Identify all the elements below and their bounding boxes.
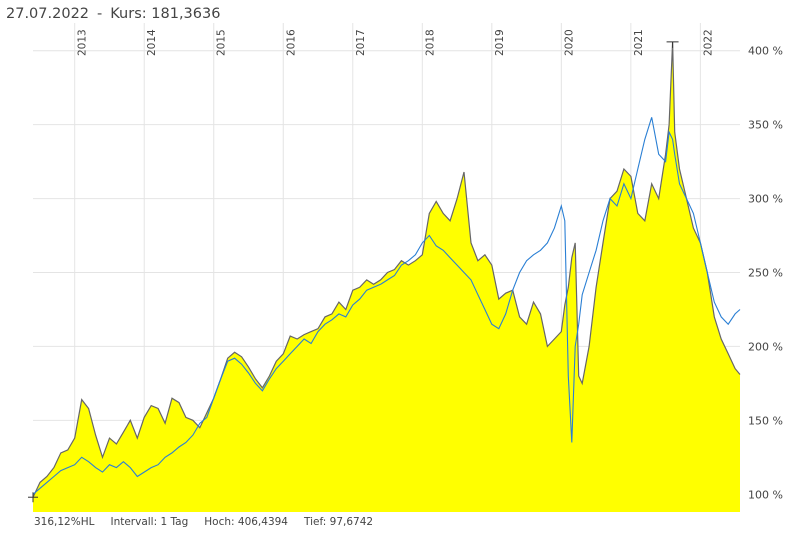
quote-date: 27.07.2022 xyxy=(6,6,90,22)
area-series-fill xyxy=(33,41,740,513)
footer-low: Tief: 97,6742 xyxy=(304,516,374,528)
x-tick-label: 2016 xyxy=(285,29,297,56)
x-tick-label: 2020 xyxy=(563,29,575,56)
quote-value: 181,3636 xyxy=(151,6,221,22)
x-tick-label: 2013 xyxy=(77,29,89,56)
footer-interval: Intervall: 1 Tag xyxy=(110,516,189,528)
y-tick-label: 150 % xyxy=(748,414,783,427)
x-tick-label: 2022 xyxy=(702,29,714,56)
y-tick-label: 250 % xyxy=(748,267,783,280)
quote-label: Kurs: xyxy=(110,6,147,22)
y-tick-label: 300 % xyxy=(748,193,783,206)
y-tick-label: 400 % xyxy=(748,45,783,58)
x-tick-label: 2019 xyxy=(494,29,506,56)
x-tick-label: 2014 xyxy=(146,29,158,56)
y-tick-label: 200 % xyxy=(748,340,783,353)
chart-footer: 316,12%HL Intervall: 1 Tag Hoch: 406,4394 T… xyxy=(34,516,389,528)
chart-header: 27.07.2022- Kurs: 181,3636 xyxy=(6,6,220,22)
y-tick-label: 100 % xyxy=(748,488,783,501)
footer-range: 316,12%HL xyxy=(34,516,95,528)
x-tick-label: 2021 xyxy=(633,29,645,56)
y-tick-label: 350 % xyxy=(748,119,783,132)
x-tick-label: 2015 xyxy=(216,29,228,56)
footer-high: Hoch: 406,4394 xyxy=(204,516,288,528)
header-separator: - xyxy=(97,6,103,22)
x-tick-label: 2017 xyxy=(355,29,367,56)
x-tick-label: 2018 xyxy=(424,29,436,56)
benchmark-series-line xyxy=(32,117,741,495)
